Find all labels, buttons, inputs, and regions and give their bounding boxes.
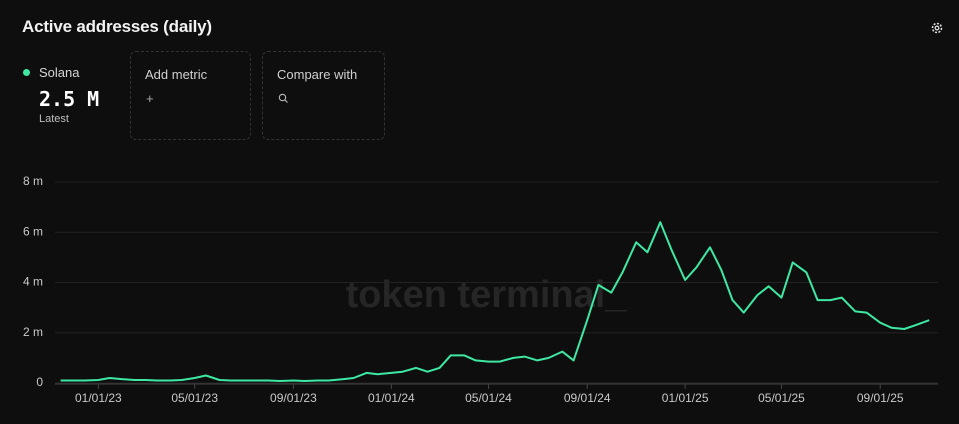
legend-swatch <box>23 69 30 76</box>
chart-title: Active addresses (daily) <box>22 17 212 36</box>
latest-caption: Latest <box>39 113 69 125</box>
y-tick-label: 6 m <box>23 224 43 238</box>
add-metric-button[interactable]: Add metric + <box>130 51 251 140</box>
settings-icon[interactable] <box>930 21 944 35</box>
x-tick-label: 01/01/24 <box>368 391 415 405</box>
add-metric-label: Add metric <box>145 67 208 82</box>
x-tick-label: 09/01/23 <box>270 391 317 405</box>
x-tick-label: 05/01/24 <box>465 391 512 405</box>
x-tick-label: 05/01/25 <box>758 391 805 405</box>
y-tick-label: 2 m <box>23 325 43 339</box>
latest-value: 2.5 M <box>39 87 100 111</box>
x-tick-label: 05/01/23 <box>171 391 218 405</box>
legend-label[interactable]: Solana <box>39 65 80 80</box>
y-tick-label: 0 <box>36 375 43 389</box>
watermark: token terminal_ <box>346 274 628 316</box>
x-tick-label: 09/01/24 <box>564 391 611 405</box>
x-tick-label: 09/01/25 <box>857 391 904 405</box>
x-tick-label: 01/01/25 <box>662 391 709 405</box>
compare-button[interactable]: Compare with <box>262 51 385 140</box>
x-tick-label: 01/01/23 <box>75 391 122 405</box>
compare-label: Compare with <box>277 67 358 82</box>
y-tick-label: 8 m <box>23 174 43 188</box>
y-tick-label: 4 m <box>23 275 43 289</box>
search-icon <box>278 93 288 103</box>
data-line <box>60 221 930 382</box>
add-metric-icon: + <box>146 91 154 106</box>
